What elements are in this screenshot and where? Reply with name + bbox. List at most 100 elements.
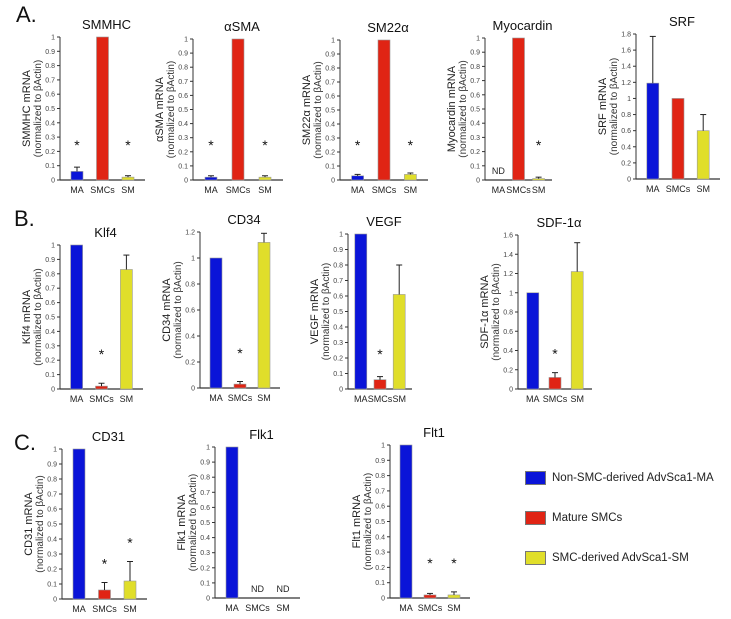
- y-tick-label: 0: [53, 597, 57, 604]
- y-tick-label: 1: [381, 443, 385, 450]
- x-tick-label: SM: [392, 394, 406, 404]
- x-tick-label: MA: [209, 393, 223, 403]
- y-tick-label: 0.5: [375, 519, 385, 526]
- y-tick-label: 1: [339, 232, 343, 239]
- y-tick-label: 0: [331, 178, 335, 185]
- chart-title: SMMHC: [82, 17, 131, 32]
- x-tick-label: SMCs: [368, 394, 393, 404]
- y-tick-label: 0.2: [375, 565, 385, 572]
- y-tick-label: 0.4: [178, 121, 188, 128]
- y-tick-label: 0.8: [503, 310, 513, 317]
- x-tick-label: SMCs: [89, 394, 114, 404]
- y-tick-label: 0.9: [470, 50, 480, 57]
- y-tick-label: 0.8: [45, 63, 55, 70]
- bar-sm: [123, 580, 137, 600]
- y-tick-label: 0.5: [47, 522, 57, 529]
- y-axis-label: Flk1 mRNA: [176, 494, 188, 551]
- x-tick-label: SM: [696, 184, 710, 194]
- y-tick-label: 1: [53, 447, 57, 454]
- y-tick-label: 0.4: [185, 334, 195, 341]
- x-tick-label: MA: [646, 184, 660, 194]
- bar-smcs: [671, 98, 685, 180]
- y-tick-label: 0.7: [47, 492, 57, 499]
- y-tick-label: 1: [51, 243, 55, 250]
- y-tick-label: 0.3: [333, 340, 343, 347]
- x-tick-label: MA: [354, 394, 368, 404]
- y-tick-label: 0: [206, 596, 210, 603]
- x-tick-label: SM: [404, 185, 418, 195]
- nd-label: ND: [251, 584, 264, 594]
- y-tick-label: 0.1: [45, 163, 55, 170]
- y-tick-label: 0.2: [178, 149, 188, 156]
- y-tick-label: 0.4: [333, 325, 343, 332]
- x-tick-label: SMCs: [245, 603, 270, 613]
- y-tick-label: 0.7: [470, 78, 480, 85]
- significance-star: *: [125, 137, 131, 153]
- x-tick-label: SMCs: [372, 185, 397, 195]
- chart-title: CD34: [227, 212, 260, 227]
- y-tick-label: 0.8: [200, 475, 210, 482]
- y-tick-label: 0.8: [45, 271, 55, 278]
- y-tick-label: 0.9: [375, 458, 385, 465]
- y-tick-label: 0: [339, 387, 343, 394]
- y-tick-label: 0.6: [325, 94, 335, 101]
- bar-smcs: [548, 377, 562, 390]
- y-tick-label: 0.4: [621, 144, 631, 151]
- y-tick-label: 0.6: [470, 92, 480, 99]
- y-tick-label: 0.3: [375, 550, 385, 557]
- y-tick-label: 0.2: [45, 358, 55, 365]
- y-tick-label: 0.5: [470, 107, 480, 114]
- x-tick-label: SM: [120, 394, 134, 404]
- bar-sm: [532, 178, 545, 181]
- y-axis-label-sub: (normalized to βActin): [33, 60, 44, 157]
- x-tick-label: SMCs: [226, 185, 251, 195]
- significance-star: *: [262, 137, 268, 153]
- bar-smcs: [233, 383, 247, 389]
- panel-label-c: C.: [14, 430, 36, 455]
- y-tick-label: 0.2: [470, 149, 480, 156]
- significance-star: *: [408, 137, 414, 153]
- legend-item-sm: SMC-derived AdvSca1-SM: [525, 548, 714, 568]
- y-tick-label: 0.1: [470, 163, 480, 170]
- y-tick-label: 0.1: [47, 582, 57, 589]
- y-tick-label: 0.8: [185, 282, 195, 289]
- y-tick-label: 0.6: [185, 308, 195, 315]
- x-tick-label: SM: [257, 393, 271, 403]
- y-axis-label-sub: (normalized to βActin): [363, 473, 374, 570]
- y-tick-label: 1.2: [621, 80, 631, 87]
- bar-sm: [696, 130, 710, 180]
- chart-title: SM22α: [367, 20, 409, 35]
- y-axis-label-sub: (normalized to βActin): [35, 475, 46, 572]
- y-tick-label: 0.4: [503, 348, 513, 355]
- y-tick-label: 0.8: [621, 112, 631, 119]
- y-tick-label: 1: [206, 445, 210, 452]
- y-tick-label: 0.6: [178, 93, 188, 100]
- y-axis-label: CD31 mRNA: [23, 492, 35, 556]
- y-tick-label: 0.8: [47, 477, 57, 484]
- y-axis-label-sub: (normalized to βActin): [188, 474, 199, 571]
- y-tick-label: 0.8: [333, 263, 343, 270]
- y-tick-label: 1.8: [621, 32, 631, 39]
- y-tick-label: 0.2: [200, 565, 210, 572]
- y-axis-label-sub: (normalized to βActin): [313, 61, 324, 158]
- y-tick-label: 0.9: [47, 462, 57, 469]
- bar-ma: [209, 257, 223, 389]
- y-tick-label: 0.4: [375, 534, 385, 541]
- bar-smcs: [512, 37, 525, 181]
- bar-ma: [70, 244, 83, 390]
- chart-title: Myocardin: [493, 18, 553, 33]
- x-tick-label: MA: [70, 185, 84, 195]
- y-axis-label-sub: (normalized to βActin): [491, 263, 502, 360]
- y-tick-label: 0.5: [325, 108, 335, 115]
- nd-label: ND: [492, 166, 505, 176]
- y-tick-label: 0.6: [45, 92, 55, 99]
- y-tick-label: 0.1: [375, 580, 385, 587]
- y-axis-label-sub: (normalized to βActin): [609, 58, 620, 155]
- y-tick-label: 0.2: [45, 149, 55, 156]
- x-tick-label: SMCs: [228, 393, 253, 403]
- bar-sm: [404, 174, 417, 181]
- x-tick-label: SM: [276, 603, 290, 613]
- bar-ma: [72, 448, 86, 600]
- y-axis-label: SRF mRNA: [597, 77, 609, 135]
